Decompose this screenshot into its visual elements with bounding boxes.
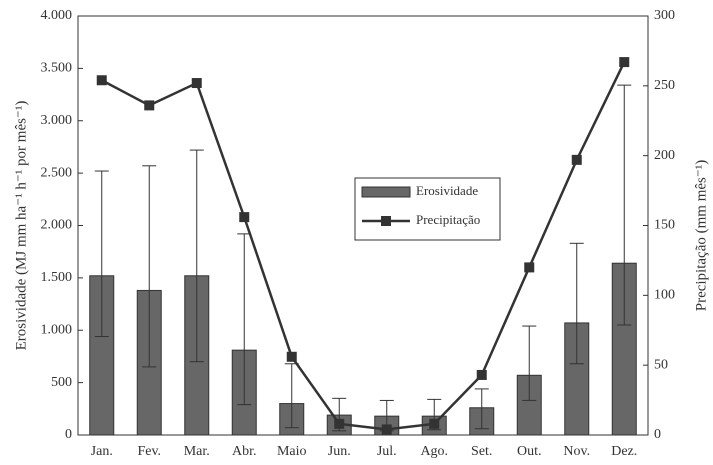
legend-swatch bbox=[361, 186, 411, 198]
x-tick-label: Jun. bbox=[328, 444, 351, 459]
x-tick-label: Ago. bbox=[420, 444, 448, 459]
y2-tick-label: 200 bbox=[654, 148, 675, 163]
bar bbox=[469, 407, 495, 436]
marker bbox=[286, 351, 297, 362]
marker bbox=[96, 75, 107, 86]
x-tick-label: Nov. bbox=[563, 444, 590, 459]
marker bbox=[191, 78, 202, 89]
y-tick-label: 1.000 bbox=[41, 322, 73, 337]
x-tick-label: Dez. bbox=[611, 444, 637, 459]
marker bbox=[619, 57, 630, 68]
bar bbox=[564, 322, 590, 436]
bar bbox=[516, 374, 542, 436]
y-tick-label: 3.000 bbox=[41, 113, 73, 128]
y-axis-title: Erosividade (MJ mm ha⁻¹ h⁻¹ por mês⁻¹) bbox=[13, 101, 29, 351]
y2-tick-label: 250 bbox=[654, 78, 675, 93]
y-tick-label: 500 bbox=[51, 375, 72, 390]
marker bbox=[239, 212, 250, 223]
y2-axis-title: Precipitação (mm mês⁻¹) bbox=[693, 160, 709, 312]
marker bbox=[381, 424, 392, 435]
x-tick-label: Set. bbox=[471, 444, 492, 459]
y2-tick-label: 300 bbox=[654, 8, 675, 23]
marker bbox=[334, 418, 345, 429]
y-tick-label: 3.500 bbox=[41, 61, 73, 76]
marker bbox=[524, 262, 535, 273]
line bbox=[101, 61, 626, 431]
y-tick-label: 4.000 bbox=[41, 8, 73, 23]
x-tick-label: Maio bbox=[277, 444, 307, 459]
y-tick-label: 2.500 bbox=[41, 165, 73, 180]
y-tick-label: 1.500 bbox=[41, 270, 73, 285]
y2-tick-label: 0 bbox=[654, 427, 661, 442]
marker bbox=[476, 369, 487, 380]
x-tick-label: Jan. bbox=[91, 444, 113, 459]
y-tick-label: 0 bbox=[65, 427, 72, 442]
legend-label: Erosividade bbox=[416, 183, 478, 198]
x-tick-label: Out. bbox=[517, 444, 542, 459]
x-tick-label: Jul. bbox=[377, 444, 397, 459]
x-tick-label: Mar. bbox=[184, 444, 210, 459]
x-tick-label: Fev. bbox=[137, 444, 161, 459]
marker bbox=[144, 100, 155, 111]
y2-tick-label: 100 bbox=[654, 288, 675, 303]
marker bbox=[571, 154, 582, 165]
y2-tick-label: 50 bbox=[654, 357, 668, 372]
legend-label: Precipitação bbox=[416, 212, 480, 227]
marker bbox=[429, 418, 440, 429]
y-tick-label: 2.000 bbox=[41, 218, 73, 233]
x-tick-label: Abr. bbox=[232, 444, 257, 459]
y2-tick-label: 150 bbox=[654, 218, 675, 233]
legend-marker bbox=[381, 216, 391, 226]
